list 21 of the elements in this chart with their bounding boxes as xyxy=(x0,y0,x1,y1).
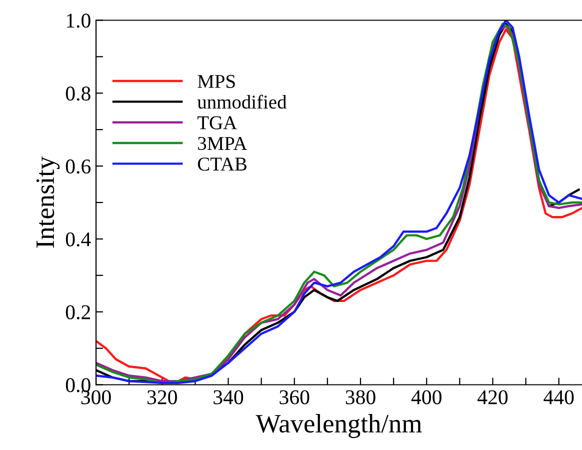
y-tick-label: 1.0 xyxy=(66,14,90,28)
y-tick-label: 0.2 xyxy=(66,305,90,320)
x-tick-label: 300 xyxy=(81,390,111,404)
y-tick-label: 0.8 xyxy=(66,86,90,101)
y-axis-title: Intensity xyxy=(36,156,60,248)
legend-label: CTAB xyxy=(198,158,246,171)
x-tick-label: 380 xyxy=(346,390,376,404)
x-tick-label: 340 xyxy=(214,390,244,404)
x-tick-label: 420 xyxy=(478,390,508,404)
x-axis-title: Wavelength/nm xyxy=(256,414,422,438)
y-tick-label: 0.0 xyxy=(66,378,90,392)
legend-label: TGA xyxy=(197,116,237,130)
legend-label: unmodified xyxy=(197,94,287,109)
x-tick-label: 320 xyxy=(148,390,177,404)
x-tick-label: 360 xyxy=(280,390,310,404)
y-tick-label: 0.6 xyxy=(66,159,91,174)
y-tick-label: 0.4 xyxy=(66,232,91,246)
x-tick-label: 400 xyxy=(411,390,442,404)
legend-label: MPS xyxy=(198,74,235,88)
legend-label: 3MPA xyxy=(198,136,248,150)
x-tick-label: 440 xyxy=(544,390,574,404)
